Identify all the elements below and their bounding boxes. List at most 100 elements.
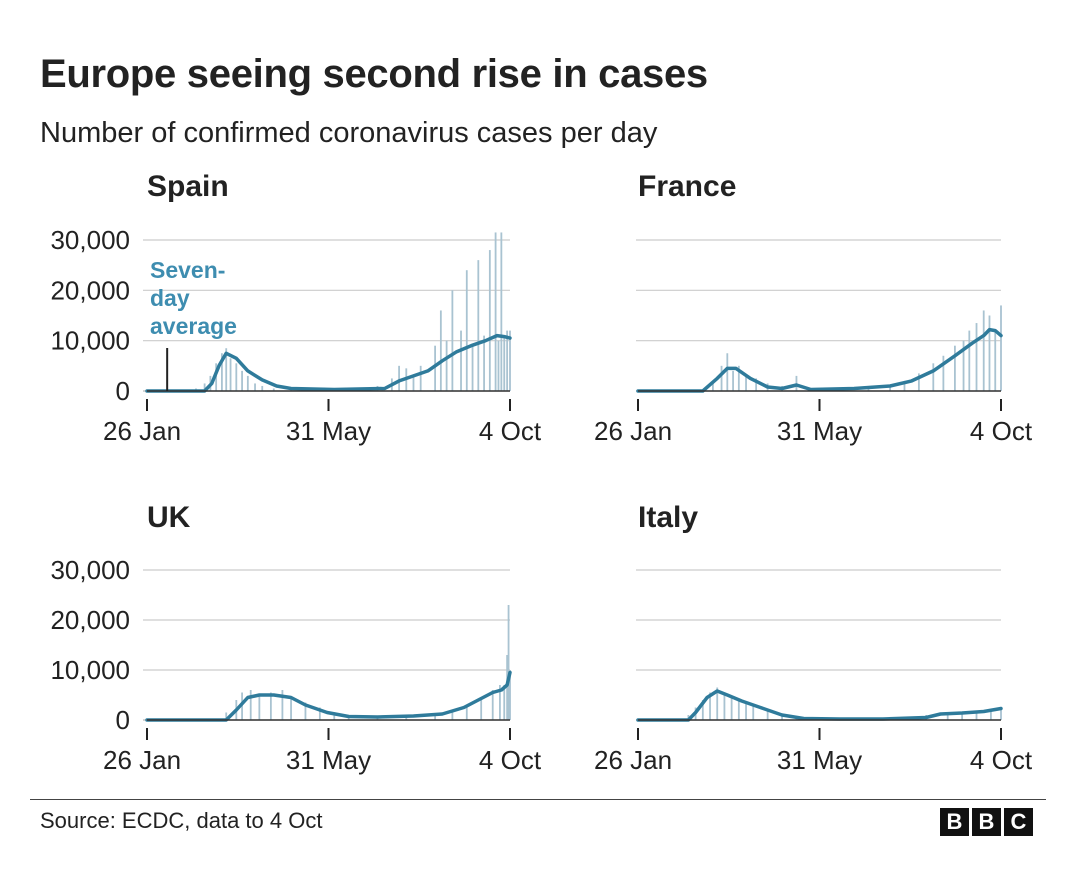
daily-cases-bar xyxy=(730,697,733,720)
panel-title: UK xyxy=(147,501,191,534)
daily-cases-bar xyxy=(716,687,719,720)
daily-cases-bar xyxy=(962,340,965,391)
daily-cases-bar xyxy=(942,355,945,391)
daily-cases-bar xyxy=(509,330,511,391)
y-tick-label: 10,000 xyxy=(50,326,130,356)
x-tick-label: 31 May xyxy=(286,745,371,775)
daily-cases-bar xyxy=(1000,305,1002,391)
daily-cases-bar xyxy=(500,232,503,391)
daily-cases-bar xyxy=(412,375,415,391)
seven-day-average-line xyxy=(636,327,1003,393)
panel-spain: Spain 0 10,000 20,000 30,000 26 Jan 31 May 4 Oc… xyxy=(50,170,541,446)
y-tick-label: 0 xyxy=(116,376,130,406)
x-tick-label: 4 Oct xyxy=(479,745,542,775)
daily-cases-bar xyxy=(889,385,891,391)
panel-title: Spain xyxy=(147,170,229,203)
panel-title: France xyxy=(638,170,736,203)
daily-cases-bar xyxy=(225,712,228,720)
daily-cases-bar xyxy=(975,711,978,720)
daily-cases-bar xyxy=(994,330,997,391)
chart-subtitle: Number of confirmed coronavirus cases pe… xyxy=(40,117,658,149)
panel-uk: UK 0 10,000 20,000 30,000 26 Jan 31 May 4 Oct xyxy=(50,501,541,775)
daily-cases-bar xyxy=(494,232,497,391)
bbc-logo-letter: B xyxy=(940,808,969,836)
daily-cases-bar xyxy=(506,330,509,391)
x-tick-label: 4 Oct xyxy=(479,416,542,446)
daily-cases-bar xyxy=(261,385,264,391)
daily-cases-bar xyxy=(961,712,964,720)
chart-title: Europe seeing second rise in cases xyxy=(40,52,708,96)
footer-divider xyxy=(30,799,1046,800)
daily-cases-bar xyxy=(503,685,506,720)
seven-day-average-line xyxy=(145,670,512,722)
bbc-logo: B B C xyxy=(940,808,1033,836)
daily-cases-bar xyxy=(932,363,935,391)
daily-cases-bar xyxy=(451,290,454,391)
daily-cases-bar xyxy=(712,380,714,391)
daily-cases-bar xyxy=(954,345,956,391)
daily-cases-bar xyxy=(745,702,747,720)
x-tick-label: 26 Jan xyxy=(103,745,181,775)
daily-cases-bar xyxy=(1000,707,1002,720)
daily-cases-bar xyxy=(503,335,506,391)
daily-cases-bar xyxy=(451,712,454,720)
daily-cases-bar xyxy=(434,715,436,720)
bbc-logo-letter: B xyxy=(972,808,1001,836)
y-tick-label: 20,000 xyxy=(50,605,130,635)
daily-cases-bar xyxy=(755,378,758,391)
x-tick-label: 4 Oct xyxy=(970,745,1033,775)
daily-cases-bar xyxy=(304,702,307,720)
seven-day-average-line xyxy=(636,689,1003,722)
x-tick-label: 26 Jan xyxy=(594,416,672,446)
daily-cases-bar xyxy=(720,365,723,391)
daily-cases-bar xyxy=(752,705,755,720)
daily-cases-bar xyxy=(737,365,740,391)
daily-cases-bar xyxy=(235,363,238,391)
daily-cases-bar xyxy=(946,713,949,720)
daily-cases-bar xyxy=(269,692,272,720)
daily-cases-bar xyxy=(281,690,284,720)
daily-cases-bar xyxy=(445,340,448,391)
panel-title: Italy xyxy=(638,501,698,534)
daily-cases-bar xyxy=(509,670,511,720)
x-tick-label: 26 Jan xyxy=(103,416,181,446)
seven-day-average-line xyxy=(145,333,512,393)
daily-cases-bar xyxy=(723,692,726,720)
daily-cases-bar xyxy=(975,323,978,391)
daily-cases-bar xyxy=(333,712,336,720)
daily-cases-bar xyxy=(241,370,243,391)
daily-cases-bar xyxy=(491,690,494,720)
daily-cases-bar xyxy=(465,705,468,720)
daily-cases-bar xyxy=(701,700,704,720)
daily-cases-bar xyxy=(766,710,769,720)
daily-cases-bar xyxy=(990,709,992,720)
y-tick-label: 30,000 xyxy=(50,225,130,255)
panel-italy: Italy 26 Jan 31 May 4 Oct xyxy=(594,501,1033,775)
daily-cases-bar xyxy=(507,605,510,720)
y-tick-label: 10,000 xyxy=(50,655,130,685)
daily-cases-bar xyxy=(258,694,261,720)
daily-cases-bar xyxy=(221,353,223,391)
x-tick-label: 31 May xyxy=(777,745,862,775)
x-tick-label: 26 Jan xyxy=(594,745,672,775)
annotation-label: average xyxy=(150,313,237,339)
daily-cases-bar xyxy=(434,345,436,391)
daily-cases-bar xyxy=(290,697,292,720)
daily-cases-bar xyxy=(439,310,442,391)
y-tick-label: 0 xyxy=(116,705,130,735)
daily-cases-bar xyxy=(229,358,232,391)
y-tick-label: 30,000 xyxy=(50,555,130,585)
y-tick-label: 20,000 xyxy=(50,275,130,305)
daily-cases-bar xyxy=(203,383,206,391)
daily-cases-bar xyxy=(318,707,321,720)
daily-cases-bar xyxy=(497,340,500,391)
daily-cases-bar xyxy=(903,380,906,391)
daily-cases-bar xyxy=(732,370,734,391)
daily-cases-bar xyxy=(506,655,509,720)
x-tick-label: 31 May xyxy=(286,416,371,446)
panel-france: France 26 Jan 31 May 4 Oct xyxy=(594,170,1033,446)
annotation-label: Seven- xyxy=(150,257,225,283)
daily-cases-bar xyxy=(483,335,485,391)
x-tick-label: 31 May xyxy=(777,416,862,446)
